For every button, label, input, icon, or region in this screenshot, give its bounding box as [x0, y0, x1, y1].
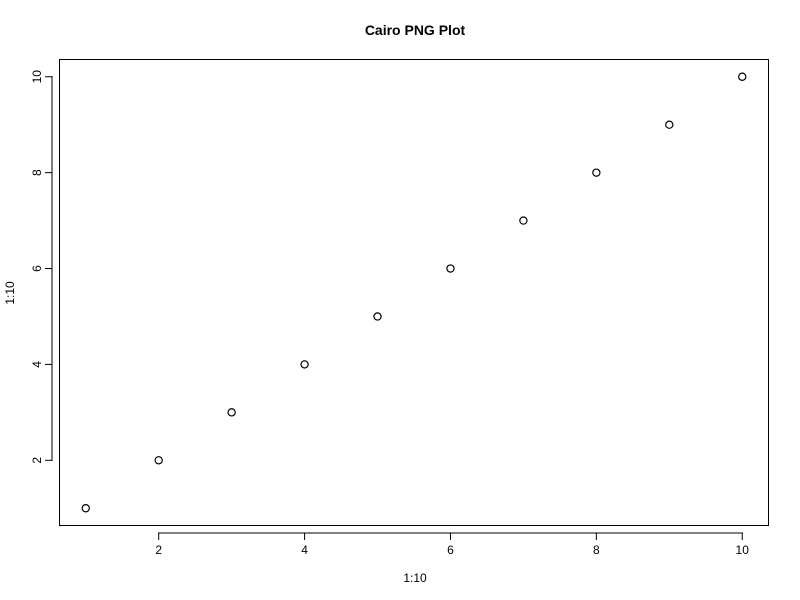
y-tick-label: 2 [30, 457, 44, 464]
y-tick-label: 6 [30, 265, 44, 272]
data-point [592, 168, 601, 177]
data-point [519, 216, 528, 225]
data-point [81, 504, 90, 513]
y-axis-label: 1:10 [3, 281, 17, 305]
x-axis: 2 4 6 8 10 [155, 532, 750, 557]
x-tick-label: 4 [301, 543, 308, 557]
x-tick-label: 6 [447, 543, 454, 557]
y-tick-label: 4 [30, 361, 44, 368]
x-tick-label: 8 [593, 543, 600, 557]
data-point [154, 456, 163, 465]
data-point [227, 408, 236, 417]
chart-title: Cairo PNG Plot [365, 22, 466, 38]
y-axis: 2 4 6 8 10 [30, 70, 53, 464]
x-tick-label: 10 [736, 543, 750, 557]
x-tick-label: 2 [155, 543, 162, 557]
plot-frame [59, 59, 769, 526]
y-tick-label: 8 [30, 169, 44, 176]
x-axis-label: 1:10 [403, 571, 427, 585]
data-point [300, 360, 309, 369]
data-point [373, 312, 382, 321]
data-points [81, 72, 747, 513]
data-point [446, 264, 455, 273]
data-point [738, 72, 747, 81]
y-tick-label: 10 [30, 70, 44, 84]
data-point [665, 120, 674, 129]
